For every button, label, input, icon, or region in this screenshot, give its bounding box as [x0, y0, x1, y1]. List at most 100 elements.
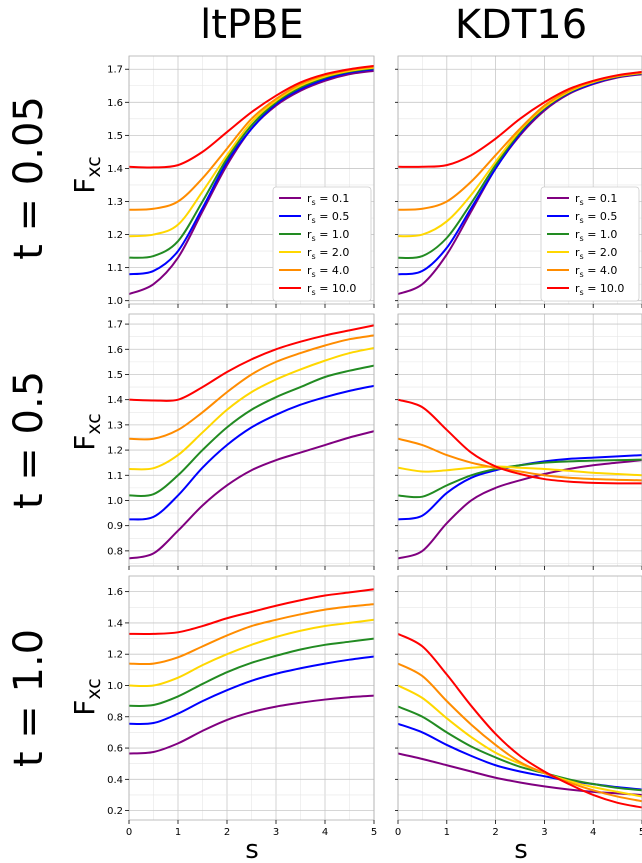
legend-symbol: r [307, 210, 312, 223]
ylabel-main: F [68, 700, 101, 716]
y-tick-label: 0.4 [107, 775, 123, 786]
y-tick-label: 1.7 [107, 320, 123, 331]
series-line-1 [398, 459, 642, 560]
row-label-t-0.05: t = 0.05 [6, 96, 52, 260]
row-label-t-1.0: t = 1.0 [6, 629, 52, 767]
legend-symbol: r [575, 192, 580, 205]
series-line-1 [129, 430, 374, 560]
x-tick-label: 5 [639, 827, 642, 838]
x-tick-label: 0 [395, 827, 401, 838]
y-tick-label: 0.6 [107, 744, 123, 755]
legend-symbol: r [307, 246, 312, 259]
legend-subscript: s [580, 198, 584, 207]
y-tick-label: 1.1 [107, 471, 123, 482]
series-line-2 [129, 68, 374, 276]
x-tick-label: 1 [175, 827, 181, 838]
series-line-6 [398, 632, 642, 809]
series-line-3 [129, 637, 374, 707]
y-tick-label: 1.1 [107, 263, 123, 274]
y-tick-label: 1.7 [107, 65, 123, 76]
column-title-ltpbe: ltPBE [200, 2, 304, 48]
legend-subscript: s [580, 270, 584, 279]
legend-subscript: s [312, 216, 316, 225]
panel-6: 0 1 2 3 4 5 [395, 575, 642, 838]
y-tick-label: 1.5 [107, 370, 123, 381]
legend-value: = 2.0 [584, 246, 618, 259]
axes-frame [397, 575, 642, 821]
legend-subscript: s [580, 288, 584, 297]
x-tick-label: 3 [273, 827, 279, 838]
legend-label: rs = 2.0 [307, 246, 349, 261]
legend: rs = 0.1rs = 0.5rs = 1.0rs = 2.0rs = 4.0… [540, 186, 640, 302]
y-tick-label: 1.2 [107, 650, 123, 661]
y-tick-label: 1.0 [107, 496, 123, 507]
series-line-2 [129, 655, 374, 726]
legend-subscript: s [580, 252, 584, 261]
series-line-3 [398, 458, 642, 499]
y-tick-label: 1.2 [107, 446, 123, 457]
legend-value: = 0.1 [316, 192, 350, 205]
axes-frame [397, 55, 642, 305]
series-group [398, 632, 642, 809]
series-line-3 [398, 705, 642, 792]
x-tick-label: 4 [590, 827, 596, 838]
ylabel-row-2: Fxc [68, 413, 105, 450]
series-line-6 [129, 588, 374, 635]
x-tick-label: 4 [322, 827, 328, 838]
series-group [129, 324, 374, 560]
x-tick-label: 2 [224, 827, 230, 838]
series-line-6 [398, 398, 642, 485]
legend-label: rs = 0.1 [307, 192, 349, 207]
y-tick-label: 1.3 [107, 420, 123, 431]
x-tick-label: 0 [126, 827, 132, 838]
legend-label: rs = 0.1 [575, 192, 617, 207]
y-tick-label: 1.4 [107, 618, 123, 629]
x-tick-label: 1 [444, 827, 450, 838]
legend-label: rs = 10.0 [575, 282, 624, 297]
ylabel-main: F [68, 435, 101, 451]
legend-symbol: r [307, 264, 312, 277]
series-line-6 [398, 70, 642, 168]
legend-value: = 0.1 [584, 192, 618, 205]
legend-label: rs = 10.0 [307, 282, 356, 297]
y-tick-label: 0.2 [107, 806, 123, 817]
y-tick-label: 1.6 [107, 345, 123, 356]
legend-value: = 10.0 [316, 282, 357, 295]
x-tick-label: 3 [541, 827, 547, 838]
series-group [398, 398, 642, 560]
ylabel-row-1: Fxc [68, 156, 105, 193]
legend-subscript: s [312, 234, 316, 243]
series-group [129, 588, 374, 755]
legend-label: rs = 4.0 [307, 264, 349, 279]
axes-frame [128, 313, 375, 567]
y-tick-label: 1.4 [107, 395, 123, 406]
legend-symbol: r [575, 246, 580, 259]
series-group [398, 70, 642, 296]
xlabel-right: s [514, 835, 528, 863]
series-line-5 [129, 603, 374, 666]
y-tick-label: 1.3 [107, 197, 123, 208]
ylabel-sub: xc [83, 413, 105, 434]
series-line-2 [129, 384, 374, 521]
legend-value: = 2.0 [316, 246, 350, 259]
legend-label: rs = 1.0 [307, 228, 349, 243]
legend-symbol: r [307, 192, 312, 205]
legend-value: = 1.0 [316, 228, 350, 241]
series-line-1 [129, 694, 374, 755]
x-tick-label: 2 [492, 827, 498, 838]
panels: 1.01.11.21.31.41.51.61.7rs = 0.1rs = 0.5… [107, 55, 642, 838]
legend-label: rs = 4.0 [575, 264, 617, 279]
legend-label: rs = 0.5 [307, 210, 349, 225]
legend: rs = 0.1rs = 0.5rs = 1.0rs = 2.0rs = 4.0… [272, 186, 372, 302]
x-tick-label: 5 [371, 827, 377, 838]
y-tick-label: 1.6 [107, 587, 123, 598]
series-line-3 [129, 364, 374, 497]
legend-subscript: s [312, 288, 316, 297]
series-line-4 [398, 684, 642, 798]
legend-subscript: s [312, 270, 316, 279]
y-tick-label: 1.2 [107, 230, 123, 241]
column-title-kdt16: KDT16 [455, 2, 587, 48]
y-tick-label: 1.0 [107, 296, 123, 307]
legend-symbol: r [575, 210, 580, 223]
